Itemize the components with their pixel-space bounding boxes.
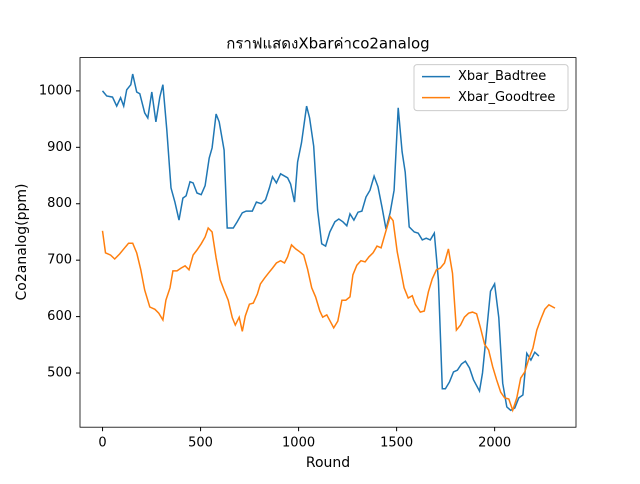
plot-frame — [79, 57, 577, 428]
chart-title: กราฟแสดงXbarค่าco2analog — [226, 35, 429, 53]
x-tick-label: 2000 — [478, 436, 511, 451]
y-tick-label: 900 — [47, 140, 72, 155]
line — [101, 215, 556, 413]
x-tick-label: 0 — [98, 436, 106, 451]
legend-label: Xbar_Goodtree — [458, 90, 555, 105]
y-tick-label: 1000 — [39, 83, 72, 98]
y-tick-label: 700 — [47, 253, 72, 268]
y-tick-label: 800 — [47, 196, 72, 211]
legend-label: Xbar_Badtree — [458, 69, 546, 84]
x-tick-label: 500 — [188, 436, 213, 451]
x-tick-label: 1500 — [380, 436, 413, 451]
y-tick-label: 500 — [47, 366, 72, 381]
line — [101, 73, 540, 412]
x-tick-label: 1000 — [282, 436, 315, 451]
y-tick-label: 600 — [47, 309, 72, 324]
x-axis-label: Round — [306, 455, 350, 471]
legend — [413, 64, 569, 112]
y-axis-label: Co2analog(ppm) — [14, 184, 30, 301]
